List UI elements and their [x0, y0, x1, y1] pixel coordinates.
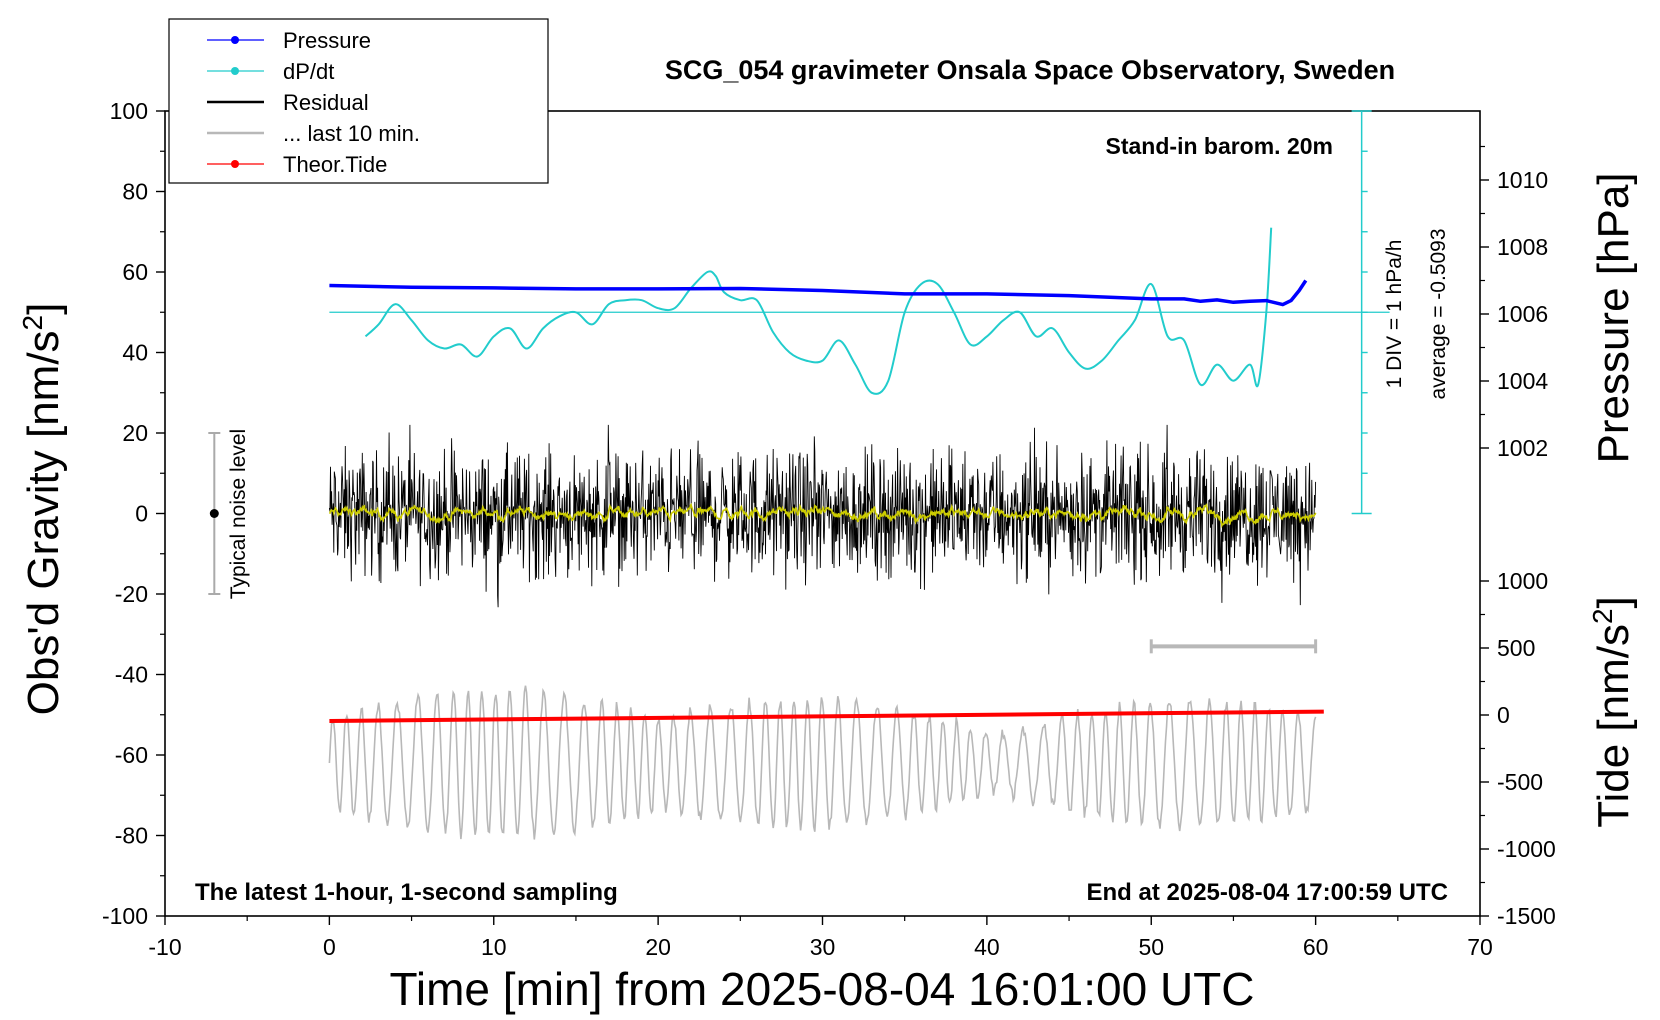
series-layer	[208, 110, 1390, 840]
legend-label-residual: Residual	[283, 90, 369, 115]
legend-entry-pressure: Pressure	[207, 28, 371, 53]
chart-title: SCG_054 gravimeter Onsala Space Observat…	[665, 55, 1395, 85]
legend-entry-tide: Theor.Tide	[207, 152, 387, 177]
pressure-tick-label-0: 1002	[1497, 435, 1548, 461]
x-tick-label-8: 70	[1467, 934, 1493, 960]
pressure-tick-label-4: 1010	[1497, 167, 1548, 193]
legend-label-last10: ... last 10 min.	[283, 121, 420, 146]
y-axis-label-pressure: Pressure [hPa]	[1589, 172, 1638, 463]
x-tick-label-1: 0	[323, 934, 336, 960]
y-axis-label-tide: Tide [nm/s2]	[1587, 596, 1638, 828]
y-tick-label-6: 20	[122, 420, 148, 446]
legend: Pressure dP/dt Residual ... last 10 min.…	[168, 18, 549, 184]
axes-layer: -10 0 10 20 30 40 50 60 70-100-80-60-40-20020406…	[102, 98, 1556, 960]
series-theor-tide	[329, 709, 1324, 723]
tide-tick-label-5: 1000	[1497, 568, 1548, 594]
annotation-barometer: Stand-in barom. 20m	[1106, 133, 1333, 159]
noise-bar-center	[209, 509, 219, 518]
y-tick-label-1: -80	[115, 823, 148, 849]
annotation-noise: Typical noise level	[227, 429, 250, 599]
x-tick-label-5: 40	[974, 934, 1000, 960]
annotation-div: 1 DIV = 1 hPa/h	[1383, 240, 1406, 389]
annotation-sampling: The latest 1-hour, 1-second sampling	[195, 879, 618, 906]
legend-entry-dpdt: dP/dt	[207, 59, 334, 84]
y-tick-label-3: -40	[115, 662, 148, 688]
tide-tick-label-1: -1000	[1497, 836, 1556, 862]
y-tick-label-0: -100	[102, 903, 148, 929]
y-tick-label-2: -60	[115, 742, 148, 768]
legend-entry-last10: ... last 10 min.	[207, 121, 420, 146]
legend-label-pressure: Pressure	[283, 28, 371, 53]
y-tick-label-4: -20	[115, 581, 148, 607]
pressure-tick-label-2: 1006	[1497, 301, 1548, 327]
tide-tick-label-4: 500	[1497, 635, 1535, 661]
x-axis-label: Time [min] from 2025-08-04 16:01:00 UTC	[390, 963, 1255, 1015]
series-residual-mean	[329, 502, 1317, 529]
legend-label-dpdt: dP/dt	[283, 59, 334, 84]
y-tick-label-7: 40	[122, 340, 148, 366]
annotation-average: average = -0.5093	[1427, 228, 1450, 399]
series-last-10-min	[328, 685, 1317, 840]
tide-tick-label-0: -1500	[1497, 903, 1556, 929]
legend-entry-residual: Residual	[207, 90, 369, 115]
tide-tick-label-3: 0	[1497, 702, 1510, 728]
x-tick-label-7: 60	[1303, 934, 1329, 960]
series-pressure	[329, 279, 1308, 307]
pressure-tick-label-1: 1004	[1497, 368, 1548, 394]
y-tick-label-5: 0	[135, 501, 148, 527]
x-tick-label-4: 30	[810, 934, 836, 960]
y-tick-label-9: 80	[122, 179, 148, 205]
x-tick-label-0: -10	[148, 934, 181, 960]
y-tick-label-8: 60	[122, 259, 148, 285]
tide-tick-label-2: -500	[1497, 769, 1543, 795]
x-tick-label-6: 50	[1138, 934, 1164, 960]
x-tick-label-2: 10	[481, 934, 507, 960]
y-tick-label-10: 100	[110, 98, 148, 124]
annotation-end-time: End at 2025-08-04 17:00:59 UTC	[1087, 879, 1449, 906]
series-dpdt	[364, 227, 1273, 395]
y-axis-label-left: Obs'd Gravity [nm/s2]	[17, 303, 68, 716]
series-residual	[328, 424, 1317, 608]
legend-label-tide: Theor.Tide	[283, 152, 387, 177]
x-tick-label-3: 20	[645, 934, 671, 960]
pressure-tick-label-3: 1008	[1497, 234, 1548, 260]
